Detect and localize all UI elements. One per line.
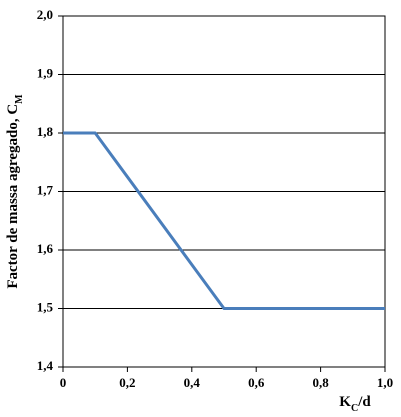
x-axis-label-part: /d [357,394,371,410]
y-tick-label: 1,9 [37,65,54,80]
x-tick-label: 0,8 [312,375,329,390]
y-tick-label: 1,5 [37,299,54,314]
x-tick-label: 0 [60,375,67,390]
x-tick-label: 0,2 [119,375,135,390]
x-axis-label-part: C [351,403,358,414]
x-axis-label-part: K [339,394,351,410]
x-tick-label: 0,6 [248,375,265,390]
x-tick-label: 1,0 [377,375,393,390]
y-tick-label: 1,4 [37,358,54,373]
y-tick-label: 1,6 [37,241,54,256]
y-tick-label: 2,0 [37,7,53,22]
y-axis-label-part: Factor de massa agregado, C [5,104,21,289]
y-axis-label: Factor de massa agregado, CM [5,94,24,289]
y-tick-label: 1,7 [37,182,54,197]
x-tick-label: 0,4 [184,375,201,390]
y-axis-label-part: M [14,94,25,104]
y-tick-label: 1,8 [37,124,54,139]
x-axis-label: KC/d [339,394,371,413]
line [63,131,385,310]
